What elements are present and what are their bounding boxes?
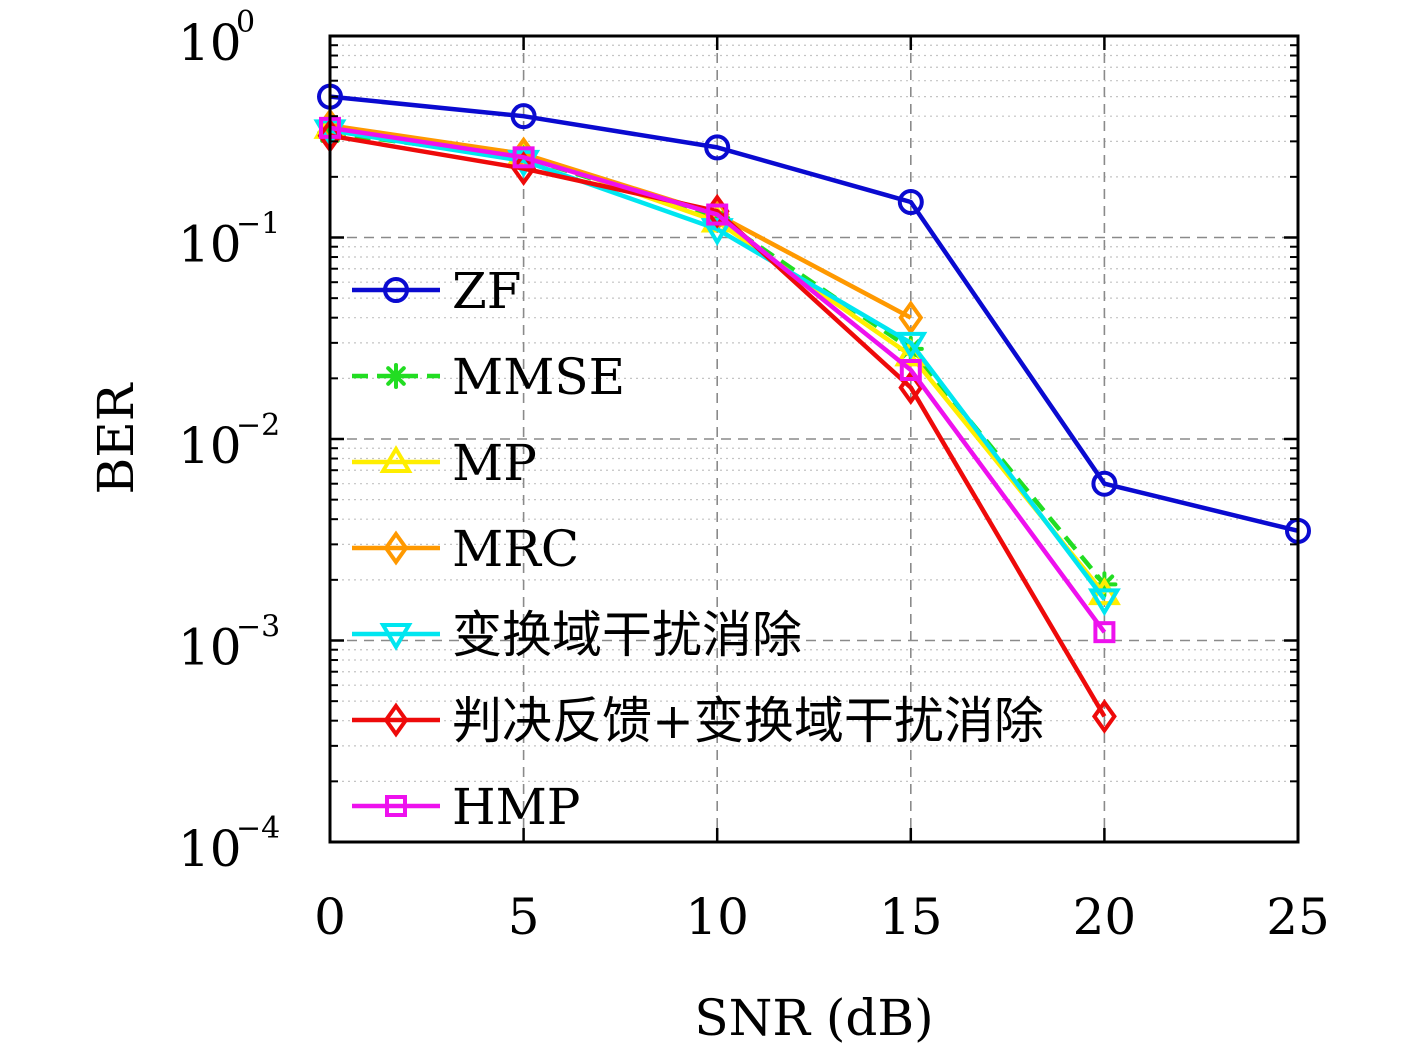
- series-line: [329, 94, 1299, 534]
- x-tick-label: 25: [1266, 888, 1330, 946]
- y-tick-base: 10: [178, 417, 242, 475]
- asterisk-stroke: [386, 366, 406, 386]
- legend-entry: ZF: [352, 262, 521, 320]
- data-point: [894, 331, 928, 360]
- legend-label: 变换域干扰消除: [452, 606, 802, 664]
- legend-marker: [385, 795, 407, 817]
- legend-label: HMP: [452, 778, 580, 836]
- grid: [330, 36, 1298, 842]
- y-tick-label: 10−1: [178, 207, 280, 274]
- legend-entry: MMSE: [352, 348, 625, 406]
- y-tick-exponent: −3: [236, 610, 280, 645]
- data-point: [899, 359, 922, 382]
- data-point: [512, 146, 535, 169]
- legend-entry: MP: [352, 434, 537, 492]
- legend-marker: [383, 530, 409, 566]
- series-line: [329, 133, 1107, 718]
- legend-label: MRC: [452, 520, 579, 578]
- legend-label: 判决反馈+变换域干扰消除: [452, 692, 1044, 750]
- legend-marker: [379, 623, 413, 651]
- data-point: [897, 189, 924, 216]
- y-tick-label: 10−4: [178, 811, 280, 878]
- y-tick-base: 10: [178, 820, 242, 878]
- data-point: [1087, 588, 1121, 617]
- series-layer: [313, 83, 1311, 734]
- y-tick-exponent: 0: [236, 5, 255, 40]
- y-axis-title: BER: [87, 382, 145, 494]
- legend-label: MMSE: [452, 348, 625, 406]
- legend-marker: [379, 445, 413, 473]
- legend-marker: [383, 277, 409, 303]
- data-point: [704, 134, 731, 161]
- legend-entry: 变换域干扰消除: [352, 606, 802, 664]
- data-point: [1091, 698, 1117, 734]
- x-tick-label: 20: [1073, 888, 1137, 946]
- data-point: [700, 218, 734, 247]
- x-tick-label: 5: [508, 888, 540, 946]
- series-line: [329, 128, 1107, 601]
- legend-label: ZF: [452, 262, 521, 320]
- legend-entry: 判决反馈+变换域干扰消除: [352, 692, 1044, 750]
- y-tick-exponent: −2: [236, 408, 280, 443]
- data-point: [898, 370, 924, 406]
- series-7: [319, 116, 1116, 644]
- legend-entry: HMP: [352, 778, 580, 836]
- data-point: [510, 103, 537, 130]
- y-tick-base: 10: [178, 216, 242, 274]
- ticks: [328, 34, 1300, 844]
- legend-marker: [383, 702, 409, 738]
- y-tick-base: 10: [178, 14, 242, 72]
- y-tick-base: 10: [178, 619, 242, 677]
- data-point: [511, 151, 537, 186]
- data-point: [1093, 621, 1116, 644]
- y-tick-exponent: −1: [236, 207, 280, 242]
- x-axis-title: SNR (dB): [694, 989, 933, 1047]
- legend-marker: [383, 363, 409, 389]
- data-point: [898, 300, 924, 336]
- x-tick-label: 15: [879, 888, 943, 946]
- x-tick-label: 10: [685, 888, 749, 946]
- y-tick-label: 100: [178, 5, 255, 72]
- series-line: [329, 125, 1107, 634]
- y-tick-label: 10−3: [178, 610, 280, 677]
- data-point: [706, 203, 729, 226]
- data-point: [1091, 470, 1118, 497]
- y-tick-exponent: −4: [236, 811, 280, 846]
- legend-entry: MRC: [352, 520, 579, 578]
- legend-label: MP: [452, 434, 537, 492]
- x-tick-label: 0: [314, 888, 346, 946]
- y-tick-label: 10−2: [178, 408, 280, 475]
